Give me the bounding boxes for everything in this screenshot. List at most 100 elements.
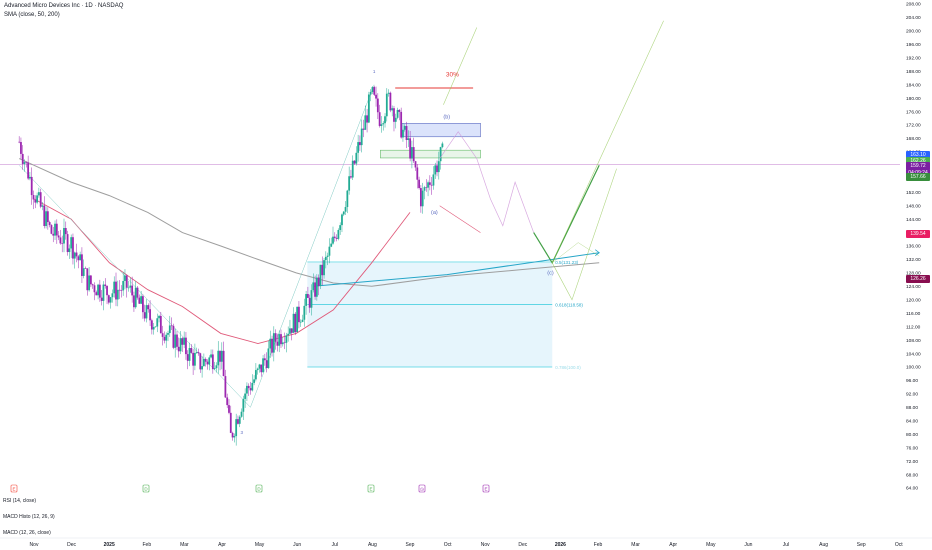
candle-body	[181, 338, 184, 345]
y-tick-label: 108.00	[906, 338, 921, 344]
candles	[18, 85, 535, 446]
candle-body	[37, 192, 40, 196]
candle-body	[147, 305, 150, 310]
x-tick-label: 2026	[555, 542, 566, 548]
candle-body	[72, 237, 74, 259]
candle-body	[100, 297, 103, 301]
event-marker	[367, 484, 375, 493]
candle-body	[226, 397, 229, 406]
event-marker	[482, 484, 490, 493]
candle-body	[246, 385, 248, 394]
candle-body	[355, 152, 358, 164]
wave-boxes	[380, 123, 481, 159]
y-tick-label: 76.00	[906, 445, 918, 451]
candle-body	[428, 182, 431, 185]
candle-body	[20, 142, 22, 154]
candle-body	[262, 358, 264, 373]
candle-body	[106, 285, 108, 296]
x-tick-label: Feb	[142, 542, 151, 548]
candle-body	[142, 296, 144, 313]
fib-retracement-zone: 0.5(131.23) 0.618(118.58) 0.786(100.0)	[307, 260, 583, 370]
candle-body	[298, 306, 300, 323]
candle-body	[263, 358, 266, 361]
price-label: 04:09:24	[906, 169, 930, 178]
candle-body	[403, 126, 406, 130]
macd-indicator-label[interactable]: MACD (12, 26, close)	[3, 530, 51, 536]
candle-body	[23, 162, 26, 164]
candle-body	[394, 117, 397, 122]
candle-body	[32, 195, 35, 200]
x-tick-label: Sep	[857, 542, 866, 548]
x-tick-label: Feb	[594, 542, 603, 548]
sma200-line	[18, 158, 600, 287]
candle-body	[156, 318, 159, 327]
candle-body	[348, 176, 351, 191]
x-tick-label: Mar	[180, 542, 189, 548]
candle-body	[289, 328, 291, 334]
price-label: 159.72	[906, 162, 930, 171]
sma-legend[interactable]: SMA (close, 50, 200)	[4, 12, 60, 18]
candle-body	[143, 312, 146, 319]
candle-body	[430, 184, 433, 186]
rsi-indicator-label[interactable]: RSI (14, close)	[3, 498, 37, 504]
y-tick-label: 72.00	[906, 459, 918, 465]
y-tick-label: 84.00	[906, 418, 918, 424]
candle-body	[267, 348, 270, 369]
candle-body	[432, 174, 435, 186]
candle-body	[344, 207, 347, 212]
candle-body	[185, 337, 187, 355]
candle-body	[421, 190, 424, 207]
candle-body	[332, 236, 334, 244]
candle-body	[292, 313, 295, 333]
candle-body	[276, 341, 279, 346]
candle-body	[324, 256, 327, 261]
y-tick-label: 184.00	[906, 82, 921, 88]
candle-body	[55, 223, 58, 236]
x-tick-label: Jun	[744, 542, 752, 548]
fib-zone-rect	[307, 262, 553, 367]
candle-body	[18, 141, 21, 143]
candle-body	[328, 246, 331, 256]
trend-line	[313, 252, 600, 287]
candle-body	[131, 285, 134, 296]
candle-body	[186, 354, 189, 361]
price-label: 163.10	[906, 150, 930, 159]
candle-body	[400, 111, 403, 138]
candle-body	[385, 93, 388, 117]
price-label: 126.26	[906, 274, 930, 283]
projections	[395, 20, 664, 301]
candle-body	[120, 290, 123, 291]
candle-body	[134, 287, 137, 308]
candle-body	[127, 287, 130, 289]
candle-body	[217, 350, 220, 366]
candle-body	[274, 333, 277, 342]
candle-body	[174, 334, 177, 348]
macd-histo-indicator-label[interactable]: MACD Histo (12, 26, 9)	[3, 514, 55, 520]
candle-body	[79, 254, 82, 261]
candle-body	[68, 248, 71, 253]
y-tick-label: 64.00	[906, 486, 918, 492]
candle-body	[367, 94, 370, 123]
candle-body	[86, 268, 89, 291]
candle-body	[240, 411, 243, 417]
y-tick-label: 172.00	[906, 123, 921, 129]
candle-body	[419, 188, 422, 207]
candle-body	[163, 336, 166, 341]
candle-body	[50, 225, 53, 234]
candle-body	[208, 357, 211, 365]
candle-body	[138, 297, 141, 304]
price-label: 157.66	[906, 173, 930, 182]
wave-c-label: (c)	[547, 271, 554, 277]
candle-body	[111, 293, 114, 298]
candle-body	[39, 192, 42, 207]
candle-body	[61, 243, 64, 244]
candle-body	[75, 252, 78, 257]
candle-body	[407, 138, 410, 140]
candle-body	[305, 294, 308, 306]
candle-body	[362, 128, 365, 130]
candle-body	[133, 295, 135, 308]
candle-body	[165, 334, 168, 341]
y-tick-label: 144.00	[906, 217, 921, 223]
event-marker	[142, 484, 150, 493]
target-percent-label: 30%	[446, 71, 459, 78]
